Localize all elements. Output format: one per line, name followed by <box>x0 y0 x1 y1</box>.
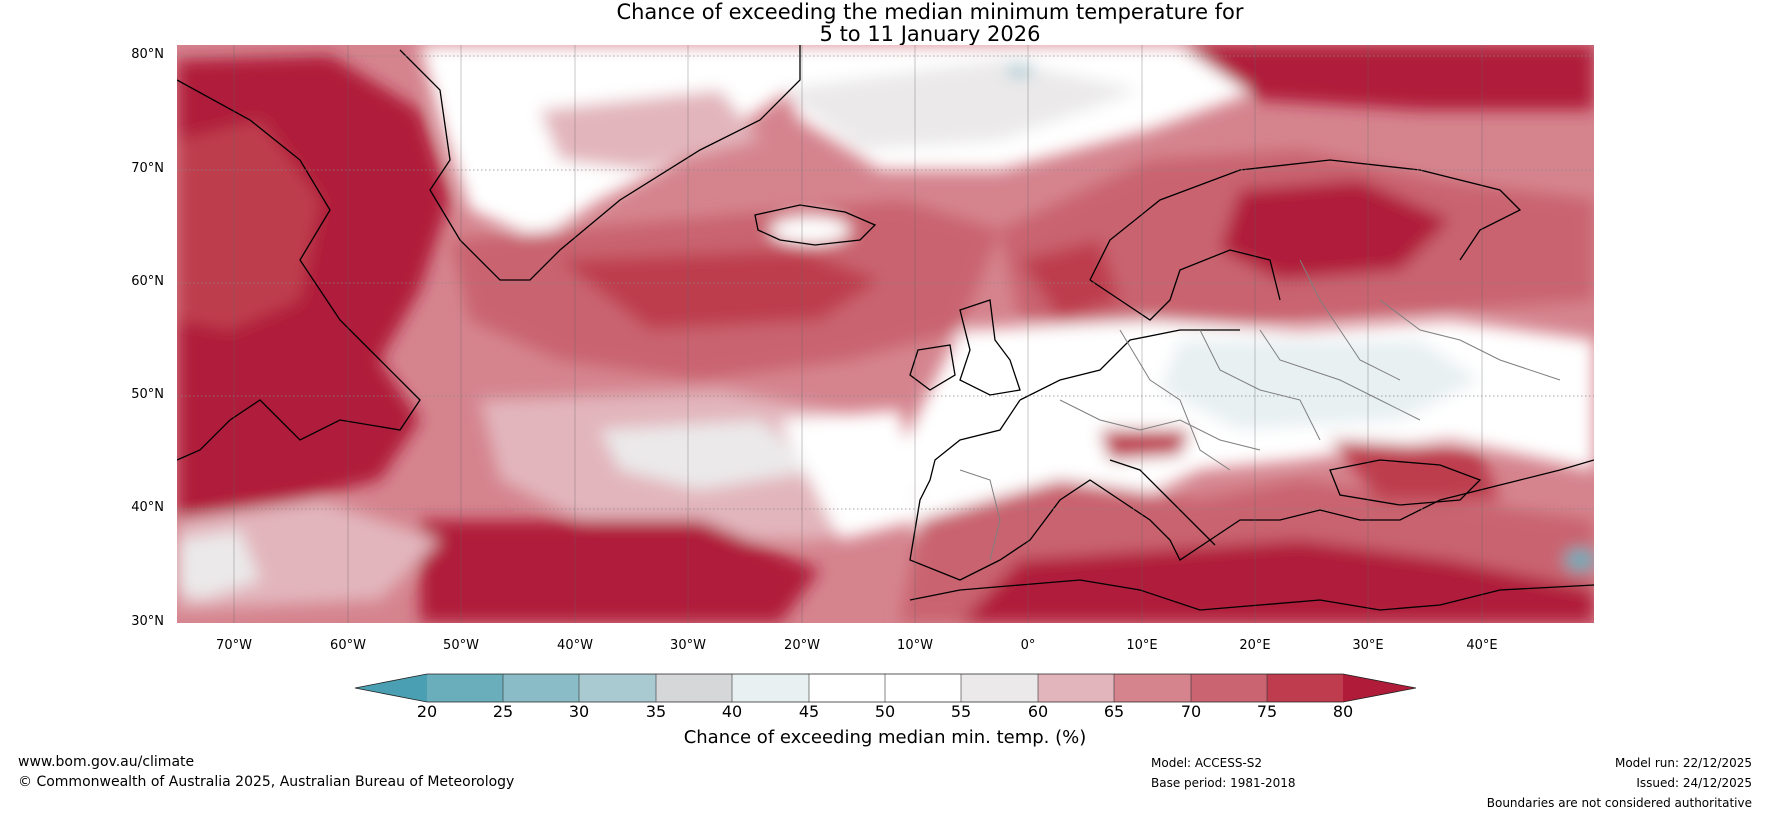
lon-label: 0° <box>1020 638 1036 653</box>
colorbar-tick: 20 <box>416 702 438 721</box>
model-label: Model: ACCESS-S2 <box>1151 756 1263 770</box>
colorbar-bin <box>1114 674 1191 702</box>
colorbar-tick: 35 <box>645 702 667 721</box>
lon-label: 40°W <box>557 638 593 653</box>
colorbar-bin <box>885 674 962 702</box>
lat-label: 60°N <box>131 274 164 289</box>
colorbar-extend-high <box>1343 674 1416 702</box>
lon-label: 20°W <box>784 638 820 653</box>
colorbar-tick: 80 <box>1332 702 1354 721</box>
lat-label: 70°N <box>131 161 164 176</box>
colorbar-extend-low <box>355 674 427 702</box>
colorbar-bin <box>1267 674 1344 702</box>
lon-label: 40°E <box>1466 638 1498 653</box>
colorbar-bin <box>732 674 809 702</box>
colorbar-bin <box>961 674 1038 702</box>
colorbar-tick: 30 <box>568 702 590 721</box>
model-run-label: Model run: 22/12/2025 <box>1614 756 1752 770</box>
lon-label: 10°E <box>1126 638 1158 653</box>
issued-label: Issued: 24/12/2025 <box>1636 776 1752 790</box>
website-link[interactable]: www.bom.gov.au/climate <box>18 754 195 770</box>
colorbar-tick: 70 <box>1180 702 1202 721</box>
lat-label: 80°N <box>131 47 164 62</box>
lon-label: 30°E <box>1352 638 1384 653</box>
lon-label: 10°W <box>897 638 933 653</box>
base-period-label: Base period: 1981-2018 <box>1151 776 1296 790</box>
boundaries-disclaimer: Boundaries are not considered authoritat… <box>1486 796 1752 810</box>
lon-label: 50°W <box>443 638 479 653</box>
colorbar-bin <box>656 674 733 702</box>
meridians <box>233 45 1483 623</box>
map-title-line-1: Chance of exceeding the median minimum t… <box>616 0 1244 24</box>
lat-label: 40°N <box>131 500 164 515</box>
graticule <box>177 55 1594 510</box>
colorbar-bin <box>503 674 580 702</box>
lon-label: 70°W <box>216 638 252 653</box>
colorbar-bin <box>1038 674 1115 702</box>
colorbar-tick: 55 <box>950 702 972 721</box>
colorbar-tick: 60 <box>1027 702 1049 721</box>
colorbar-tick: 50 <box>874 702 896 721</box>
copyright-text: © Commonwealth of Australia 2025, Austra… <box>18 774 515 790</box>
lon-label: 20°E <box>1239 638 1271 653</box>
lat-label: 50°N <box>131 387 164 402</box>
colorbar-bin <box>1191 674 1268 702</box>
coastlines <box>177 45 1594 611</box>
colorbar-tick: 25 <box>492 702 514 721</box>
lon-label: 60°W <box>330 638 366 653</box>
lat-label: 30°N <box>131 614 164 629</box>
colorbar-bin <box>427 674 504 702</box>
colorbar-tick: 45 <box>798 702 820 721</box>
lon-label: 30°W <box>670 638 706 653</box>
colorbar-bin <box>579 674 656 702</box>
colorbar-tick: 65 <box>1103 702 1125 721</box>
country-borders <box>959 259 1561 561</box>
colorbar <box>354 673 1417 703</box>
colorbar-tick: 40 <box>721 702 743 721</box>
colorbar-title: Chance of exceeding median min. temp. (%… <box>683 727 1087 748</box>
map-title-line-2: 5 to 11 January 2026 <box>819 22 1041 46</box>
colorbar-bin <box>809 674 886 702</box>
colorbar-tick: 75 <box>1256 702 1278 721</box>
probability-field <box>177 45 1594 623</box>
